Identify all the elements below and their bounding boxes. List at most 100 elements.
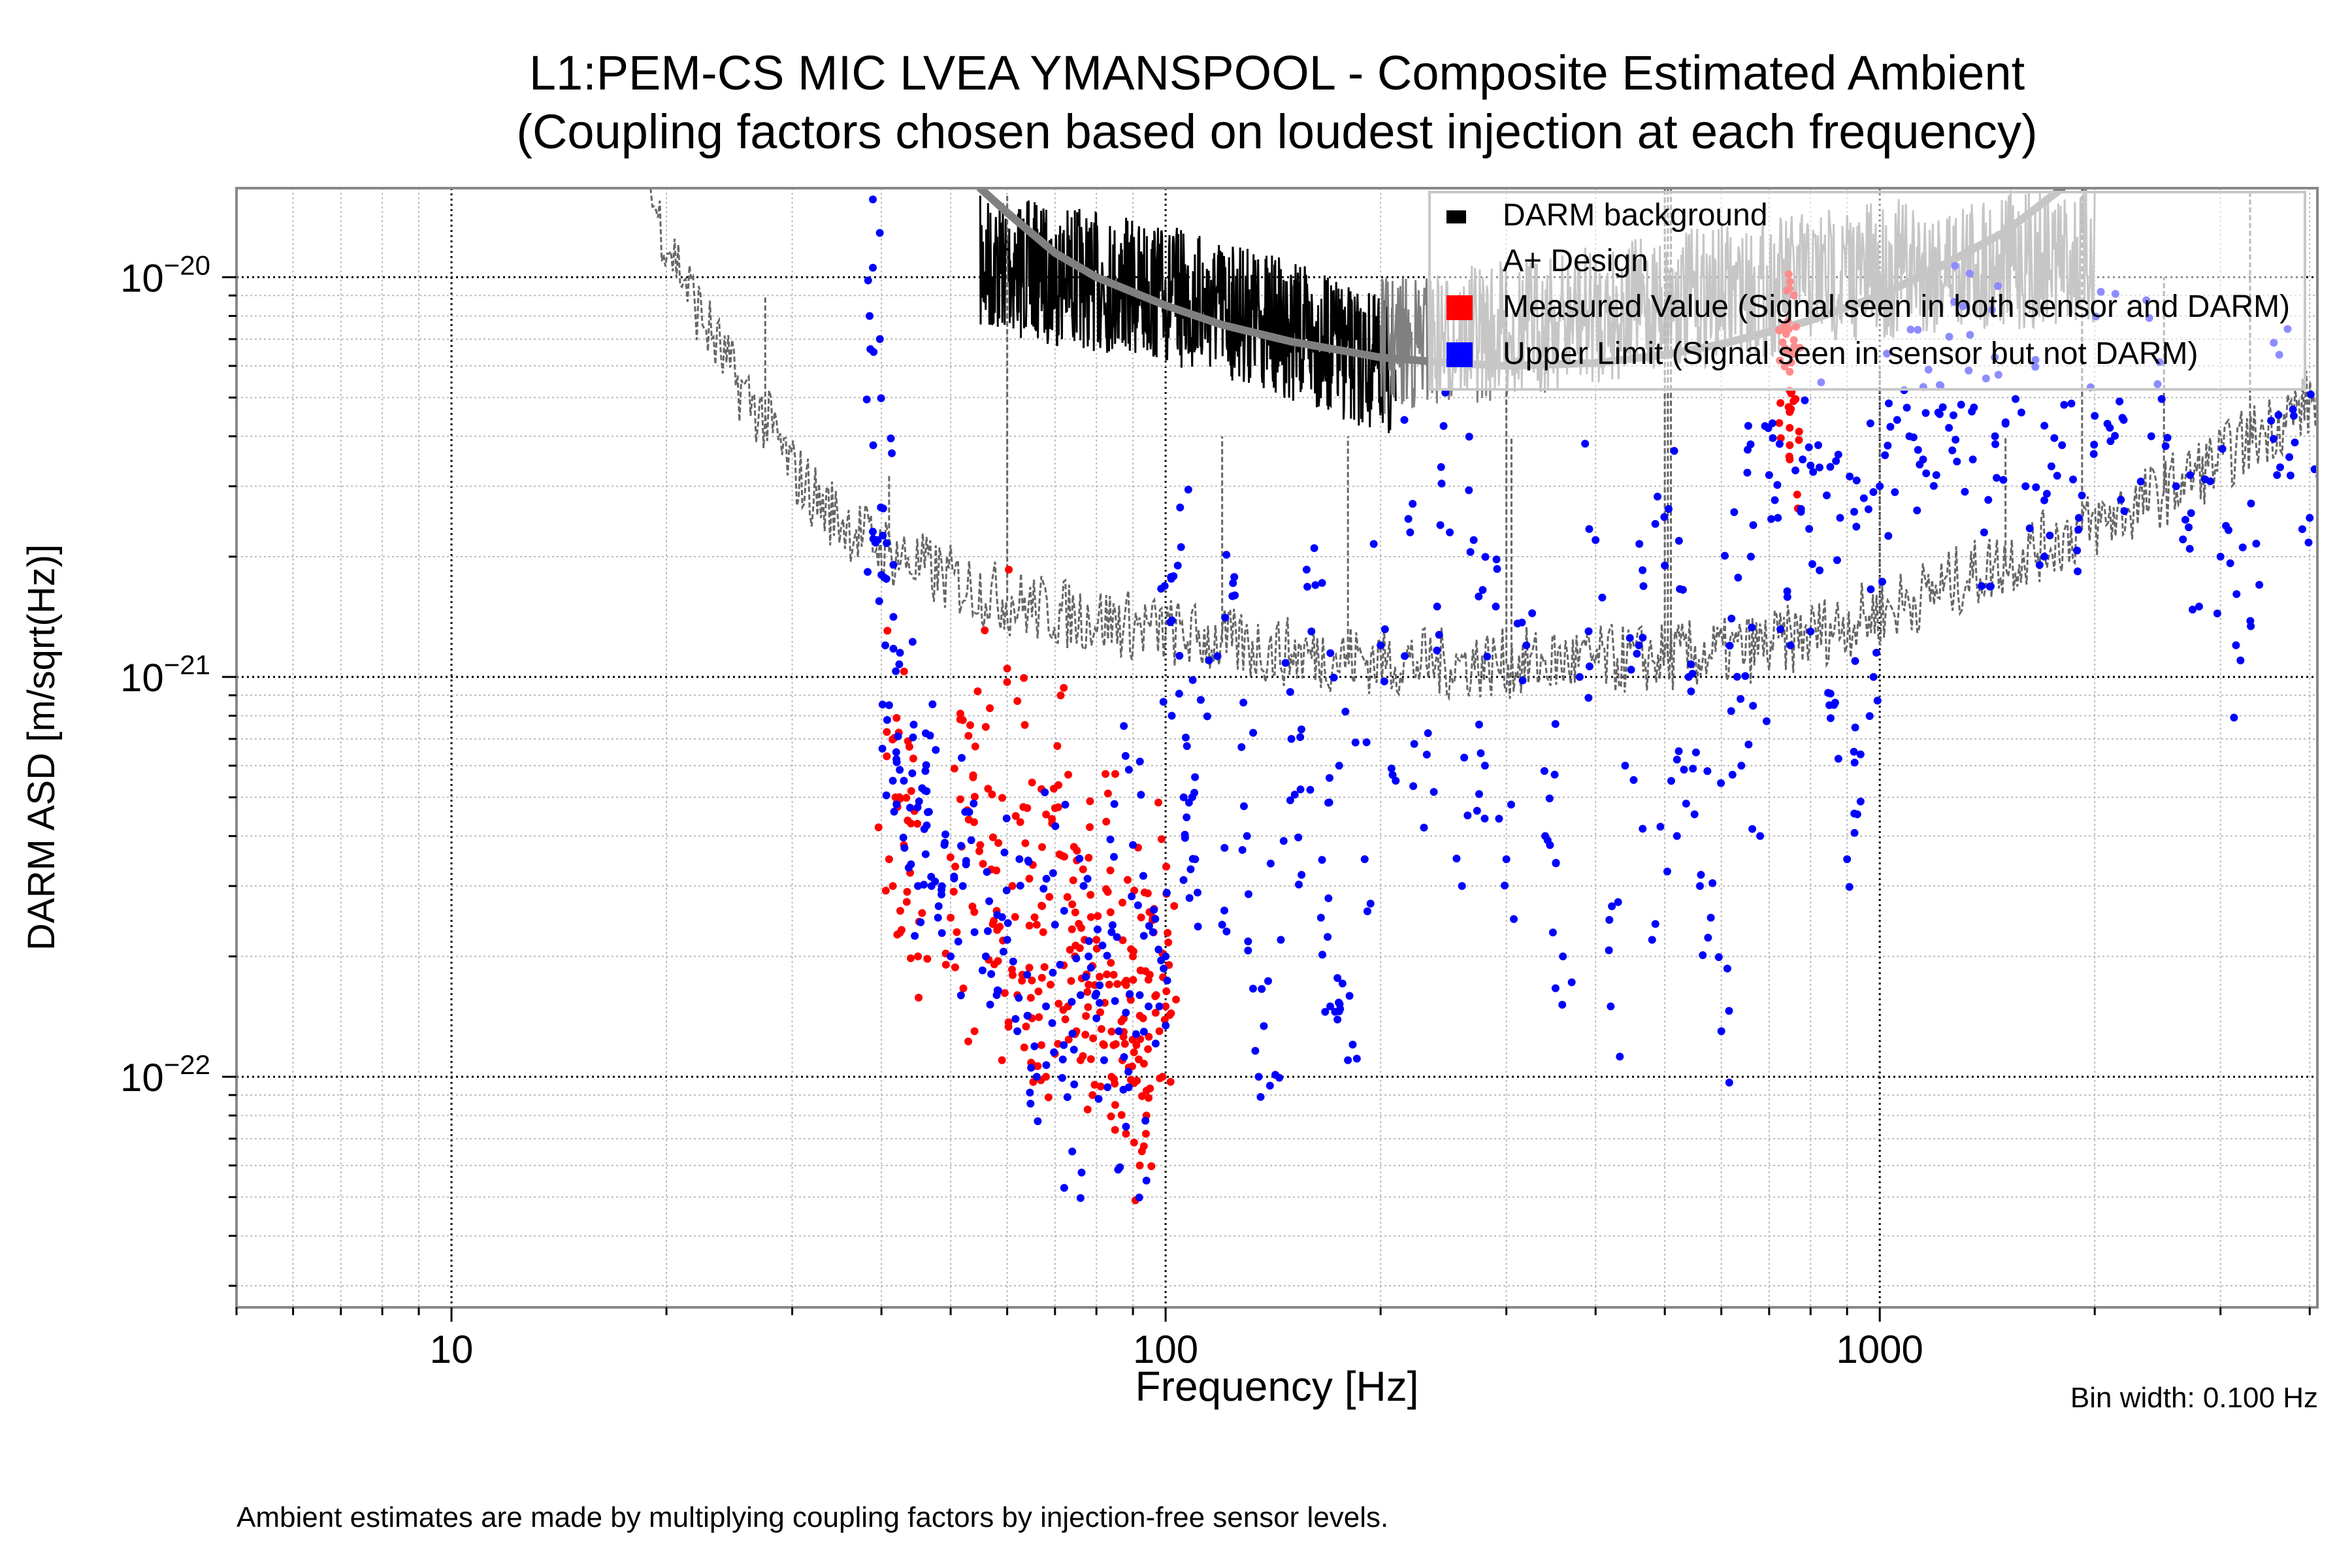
upper-limit-point bbox=[1277, 936, 1285, 944]
upper-limit-point bbox=[1039, 885, 1048, 893]
measured-value-point bbox=[1096, 1083, 1105, 1091]
upper-limit-point bbox=[1764, 424, 1772, 433]
upper-limit-point bbox=[1826, 714, 1835, 723]
series-darm-background-reference-black bbox=[979, 195, 1397, 433]
upper-limit-point bbox=[1238, 845, 1247, 854]
upper-limit-point bbox=[1850, 747, 1858, 756]
upper-limit-point bbox=[1881, 451, 1889, 459]
upper-limit-point bbox=[1552, 858, 1560, 867]
upper-limit-point bbox=[1387, 764, 1396, 773]
upper-limit-point bbox=[1771, 496, 1779, 504]
upper-limit-point bbox=[1134, 901, 1142, 909]
upper-limit-point bbox=[1230, 573, 1239, 581]
upper-limit-point bbox=[883, 716, 891, 725]
upper-limit-point bbox=[1949, 411, 1957, 419]
upper-limit-point bbox=[1377, 641, 1385, 649]
upper-limit-point bbox=[1746, 552, 1755, 561]
measured-value-point bbox=[1008, 971, 1017, 979]
upper-limit-point bbox=[1727, 707, 1735, 715]
upper-limit-point bbox=[1175, 651, 1184, 660]
upper-limit-point bbox=[1984, 496, 1993, 504]
upper-limit-point bbox=[1850, 759, 1859, 767]
measured-value-point bbox=[959, 984, 968, 992]
upper-limit-point bbox=[1545, 794, 1554, 803]
upper-limit-point bbox=[889, 561, 898, 569]
upper-limit-point bbox=[1639, 566, 1647, 574]
upper-limit-point bbox=[2246, 617, 2255, 625]
measured-value-point bbox=[1124, 875, 1132, 884]
measured-value-point bbox=[1003, 678, 1011, 686]
measured-value-point bbox=[984, 785, 992, 793]
measured-value-point bbox=[1086, 1055, 1095, 1064]
upper-limit-point bbox=[928, 700, 937, 709]
upper-limit-point bbox=[1786, 641, 1795, 649]
measured-value-point bbox=[1060, 683, 1068, 692]
measured-value-point bbox=[1109, 1041, 1118, 1049]
upper-limit-point bbox=[1030, 1042, 1039, 1051]
upper-limit-point bbox=[998, 913, 1006, 921]
upper-limit-point bbox=[1406, 528, 1414, 536]
upper-limit-point bbox=[1422, 750, 1431, 759]
measured-value-point bbox=[1154, 798, 1163, 807]
upper-limit-point bbox=[2216, 552, 2225, 561]
upper-limit-point bbox=[1845, 883, 1854, 891]
upper-limit-point bbox=[2035, 561, 2044, 569]
measured-value-point bbox=[881, 887, 890, 895]
measured-value-point bbox=[975, 847, 983, 855]
upper-limit-point bbox=[1139, 1028, 1148, 1036]
measured-value-point bbox=[1079, 865, 1087, 874]
upper-limit-point bbox=[892, 800, 901, 809]
measured-value-point bbox=[1120, 1039, 1129, 1048]
measured-value-point bbox=[1145, 1094, 1153, 1102]
upper-limit-point bbox=[1734, 574, 1742, 582]
measured-value-point bbox=[1103, 789, 1112, 798]
measured-value-point bbox=[897, 926, 906, 934]
measured-value-point bbox=[1020, 674, 1028, 682]
upper-limit-point bbox=[1667, 777, 1675, 785]
upper-limit-point bbox=[1664, 505, 1673, 514]
upper-limit-point bbox=[911, 932, 919, 940]
measured-value-point bbox=[1064, 1036, 1073, 1044]
measured-value-point bbox=[1172, 995, 1181, 1004]
measured-value-point bbox=[1103, 888, 1112, 896]
upper-limit-point bbox=[1298, 870, 1306, 879]
measured-value-point bbox=[1063, 892, 1071, 901]
upper-limit-point bbox=[2136, 478, 2145, 486]
series-measured-value-signal-seen-in-both-sensor-and-darm bbox=[874, 270, 1805, 1205]
upper-limit-point bbox=[2291, 438, 2299, 447]
upper-limit-point bbox=[1859, 494, 1868, 502]
upper-limit-point bbox=[1864, 505, 1872, 514]
upper-limit-point bbox=[879, 531, 887, 540]
upper-limit-point bbox=[1495, 815, 1503, 823]
upper-limit-point bbox=[1176, 503, 1184, 512]
upper-limit-point bbox=[1884, 532, 1893, 540]
upper-limit-point bbox=[2218, 445, 2227, 453]
upper-limit-point bbox=[1151, 1039, 1160, 1048]
upper-limit-point bbox=[2046, 531, 2054, 540]
upper-limit-point bbox=[1213, 652, 1222, 661]
measured-value-point bbox=[992, 866, 1001, 875]
measured-value-point bbox=[1021, 721, 1029, 729]
upper-limit-point bbox=[1181, 834, 1189, 842]
measured-value-point bbox=[1003, 664, 1011, 673]
upper-limit-point bbox=[1145, 1002, 1153, 1011]
upper-limit-point bbox=[2147, 432, 2155, 440]
measured-value-point bbox=[1045, 892, 1054, 901]
upper-limit-point bbox=[1194, 923, 1202, 931]
upper-limit-point bbox=[962, 857, 970, 865]
upper-limit-point bbox=[985, 897, 994, 906]
upper-limit-point bbox=[1111, 997, 1119, 1005]
measured-value-point bbox=[947, 913, 955, 922]
upper-limit-point bbox=[1452, 855, 1461, 863]
measured-value-point bbox=[1034, 1062, 1042, 1070]
measured-value-point bbox=[896, 794, 904, 803]
measured-value-point bbox=[1022, 1022, 1030, 1031]
upper-limit-point bbox=[2119, 416, 2128, 424]
upper-limit-point bbox=[1094, 1095, 1103, 1103]
upper-limit-point bbox=[1575, 673, 1584, 681]
upper-limit-point bbox=[1124, 1068, 1133, 1076]
upper-limit-point bbox=[1968, 455, 1977, 464]
upper-limit-point bbox=[1691, 748, 1700, 757]
upper-limit-point bbox=[1160, 964, 1168, 973]
upper-limit-point bbox=[2040, 421, 2049, 430]
